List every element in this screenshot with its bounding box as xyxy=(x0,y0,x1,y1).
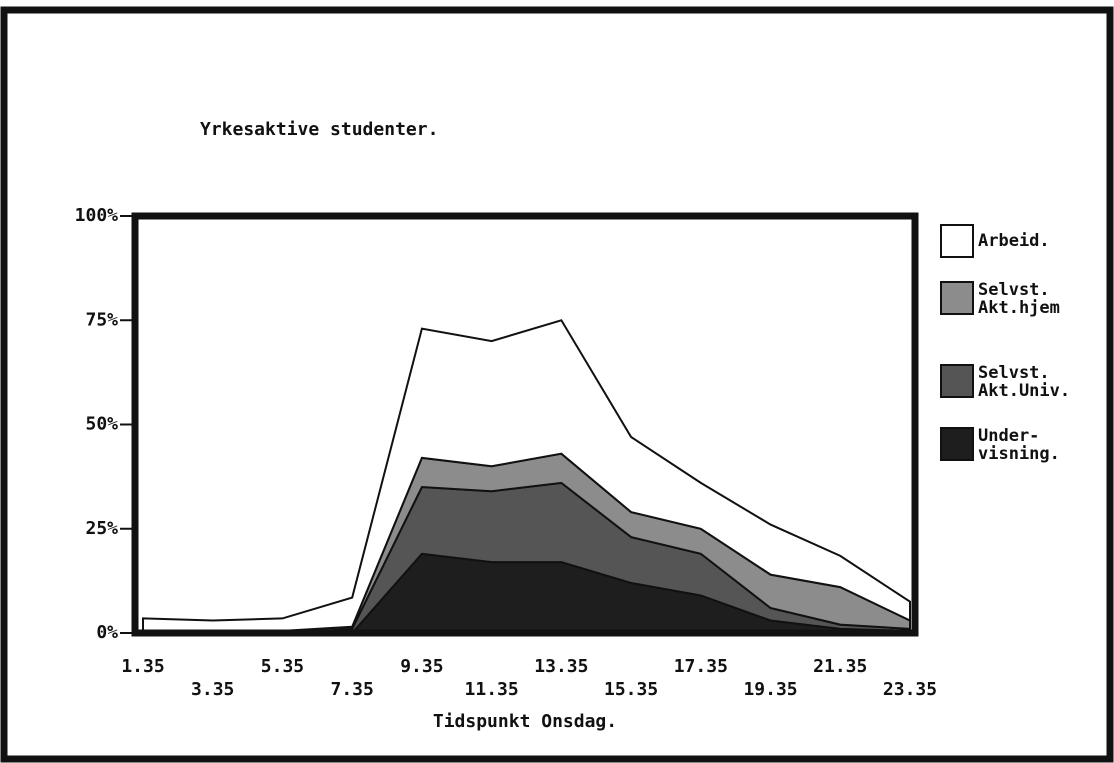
outer-frame xyxy=(0,6,1114,763)
y-tick-label: 50% xyxy=(85,414,118,435)
y-tick-label: 100% xyxy=(75,205,119,226)
x-tick-label: 11.35 xyxy=(465,679,519,700)
legend-label: Under- visning. xyxy=(978,426,1060,464)
y-tick-label: 75% xyxy=(85,309,118,330)
area xyxy=(142,319,911,632)
x-tick-label: 1.35 xyxy=(121,656,164,677)
x-tick-label: 9.35 xyxy=(400,656,443,677)
y-tick-label: 0% xyxy=(96,622,118,643)
x-tick-label: 3.35 xyxy=(191,679,234,700)
x-tick-label: 21.35 xyxy=(813,656,867,677)
legend-label: Arbeid. xyxy=(978,231,1050,251)
legend-label: Selvst. Akt.Univ. xyxy=(978,363,1071,401)
x-tick-label: 7.35 xyxy=(331,679,374,700)
x-tick-label: 23.35 xyxy=(883,679,937,700)
legend-label: Selvst. Akt.hjem xyxy=(978,280,1060,318)
chart-title: Yrkesaktive studenter. xyxy=(200,119,438,140)
x-tick-label: 19.35 xyxy=(743,679,797,700)
x-axis-title: Tidspunkt Onsdag. xyxy=(433,711,617,732)
x-tick-label: 13.35 xyxy=(534,656,588,677)
x-tick-label: 5.35 xyxy=(261,656,304,677)
x-tick-label: 15.35 xyxy=(604,679,658,700)
plot-frame xyxy=(131,212,919,637)
legend-swatch xyxy=(940,224,974,258)
legend-swatch xyxy=(940,364,974,398)
legend-entry: Arbeid. xyxy=(940,224,1050,258)
legend-entry: Selvst. Akt.Univ. xyxy=(940,364,1070,400)
x-tick-label: 17.35 xyxy=(674,656,728,677)
legend-swatch xyxy=(940,427,974,461)
legend-swatch xyxy=(940,281,974,315)
legend-entry: Under- visning. xyxy=(940,427,1060,463)
legend-entry: Selvst. Akt.hjem xyxy=(940,281,1060,317)
y-tick-label: 25% xyxy=(85,518,118,539)
